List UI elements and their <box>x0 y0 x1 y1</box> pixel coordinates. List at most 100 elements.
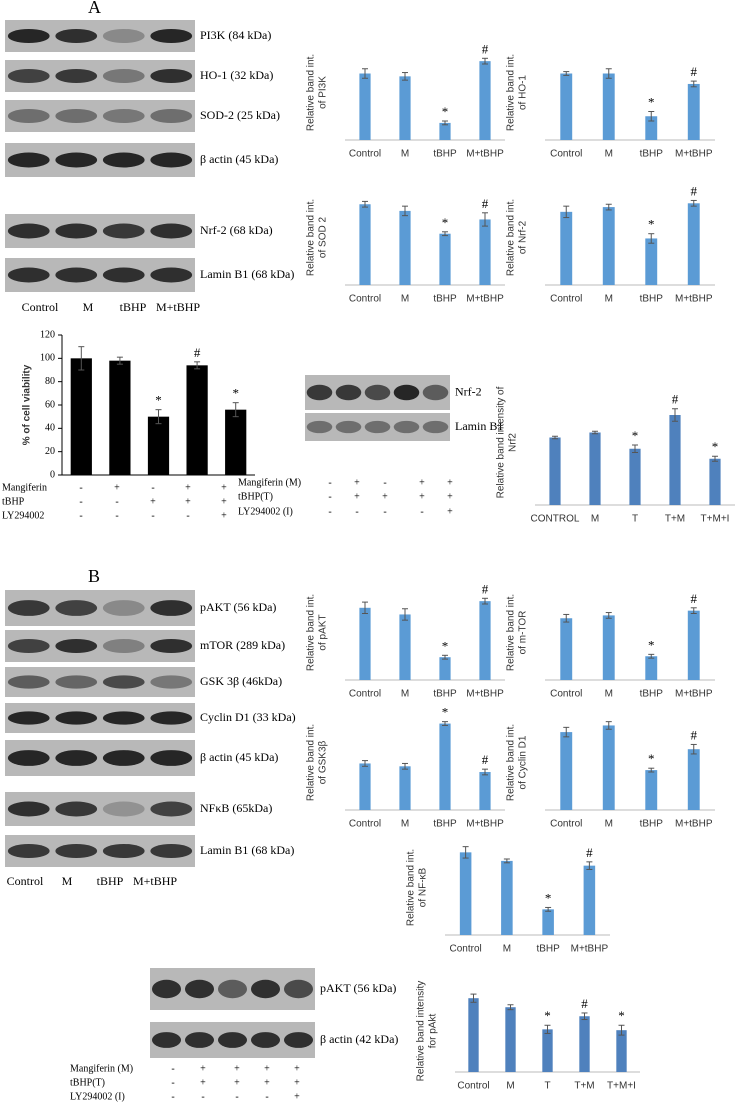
treatment-sign: + <box>185 482 191 493</box>
blot-band <box>283 1032 314 1048</box>
treatment-sign: - <box>171 1063 174 1074</box>
lane-label: M <box>83 300 94 314</box>
y-axis-label: of SOD 2 <box>318 217 329 259</box>
significance-mark: * <box>544 1008 551 1023</box>
lane-label: Control <box>7 874 44 888</box>
blot-band <box>102 843 145 859</box>
treatment-sign: + <box>221 496 227 507</box>
blot-band <box>150 843 193 859</box>
treatment-sign: + <box>200 1077 206 1088</box>
significance-mark: # <box>691 591 698 606</box>
treatment-sign: + <box>264 1077 270 1088</box>
y-axis-label: of Nrf-2 <box>518 220 529 254</box>
y-axis-label: Nrf2 <box>508 433 519 452</box>
x-tick-label: M+tBHP <box>466 294 504 305</box>
treatment-name: Mangiferin (M) <box>70 1063 133 1074</box>
blot-band <box>150 711 193 725</box>
treatment-sign: - <box>355 506 358 517</box>
blot-band <box>55 675 98 689</box>
bar <box>399 766 411 810</box>
blot-band <box>364 420 391 434</box>
x-tick-label: M+tBHP <box>466 689 504 700</box>
y-tick-label: 80 <box>45 376 55 387</box>
x-tick-label: tBHP <box>433 689 457 700</box>
treatment-name: tBHP(T) <box>238 491 273 502</box>
x-tick-label: Control <box>550 819 582 830</box>
blot-band <box>55 223 98 239</box>
y-axis-label: of Cyclin D1 <box>518 735 529 789</box>
x-tick-label: tBHP <box>640 294 664 305</box>
x-tick-label: M <box>605 819 613 830</box>
blot-band <box>217 1032 248 1048</box>
blot-band <box>283 979 314 999</box>
x-tick-label: T+M <box>665 514 685 525</box>
treatment-name: Mangiferin <box>2 482 47 493</box>
blot-band <box>102 28 145 44</box>
bar <box>687 203 700 285</box>
bar <box>583 865 596 935</box>
x-tick-label: T+M+I <box>607 1081 636 1092</box>
bar <box>109 360 131 475</box>
blot-band <box>150 108 193 124</box>
blot-band <box>102 750 145 766</box>
treatment-sign: + <box>221 510 227 521</box>
y-axis-label: Relative band int. <box>306 54 317 131</box>
y-axis-label: Relative band int. <box>506 724 517 801</box>
treatment-name: Mangiferin (M) <box>238 477 301 488</box>
treatment-sign: - <box>115 510 118 521</box>
y-axis-label: of pAKT <box>318 614 329 650</box>
significance-mark: * <box>648 94 655 109</box>
x-tick-label: Control <box>349 294 381 305</box>
treatment-sign: - <box>171 1077 174 1088</box>
treatment-name: LY294002 (I) <box>238 506 293 517</box>
significance-mark: * <box>442 104 449 119</box>
treatment-sign: - <box>383 506 386 517</box>
blot-label: Nrf-2 (68 kDa) <box>200 223 273 237</box>
y-axis-label: % of cell viability <box>22 364 33 445</box>
y-axis-label: Relative band int. <box>406 849 417 926</box>
treatment-sign: - <box>79 496 82 507</box>
blot-band <box>217 979 248 999</box>
x-tick-label: Control <box>349 819 381 830</box>
treatment-name: LY294002 (I) <box>70 1091 125 1102</box>
treatment-sign: + <box>200 1063 206 1074</box>
x-tick-label: Control <box>550 149 582 160</box>
x-tick-label: M <box>401 689 409 700</box>
x-tick-label: Control <box>450 944 482 955</box>
significance-mark: * <box>155 393 162 408</box>
lane-label: M+tBHP <box>133 874 177 888</box>
y-axis-label: Relative band int. <box>306 199 317 276</box>
significance-mark: * <box>545 890 552 905</box>
bar <box>687 83 700 140</box>
significance-mark: * <box>232 386 239 401</box>
x-tick-label: Control <box>457 1081 489 1092</box>
blot-label: SOD-2 (25 kDa) <box>200 108 280 122</box>
treatment-sign: + <box>447 491 453 502</box>
treatment-sign: - <box>79 482 82 493</box>
blot-label: Nrf-2 <box>455 384 482 398</box>
treatment-sign: - <box>151 482 154 493</box>
blot-label: pAKT (56 kDa) <box>200 600 276 614</box>
treatment-sign: - <box>265 1091 268 1102</box>
x-tick-label: Control <box>349 149 381 160</box>
blot-band <box>55 843 98 859</box>
blot-band <box>7 711 50 725</box>
bar <box>399 210 411 285</box>
blot-band <box>55 600 98 616</box>
blot-band <box>102 675 145 689</box>
significance-mark: * <box>648 217 655 232</box>
bar <box>549 437 561 505</box>
bar <box>225 409 247 475</box>
blot-label: GSK 3β (46kDa) <box>200 674 282 688</box>
bar <box>479 772 491 810</box>
x-tick-label: Control <box>349 689 381 700</box>
blot-band <box>150 801 193 817</box>
panel-label: B <box>88 566 100 586</box>
blot-band <box>150 28 193 44</box>
x-tick-label: M+tBHP <box>675 149 713 160</box>
blot-band <box>306 384 333 401</box>
bar <box>186 365 208 475</box>
blot-band <box>7 267 50 283</box>
significance-mark: * <box>442 638 449 653</box>
blot-band <box>150 750 193 766</box>
